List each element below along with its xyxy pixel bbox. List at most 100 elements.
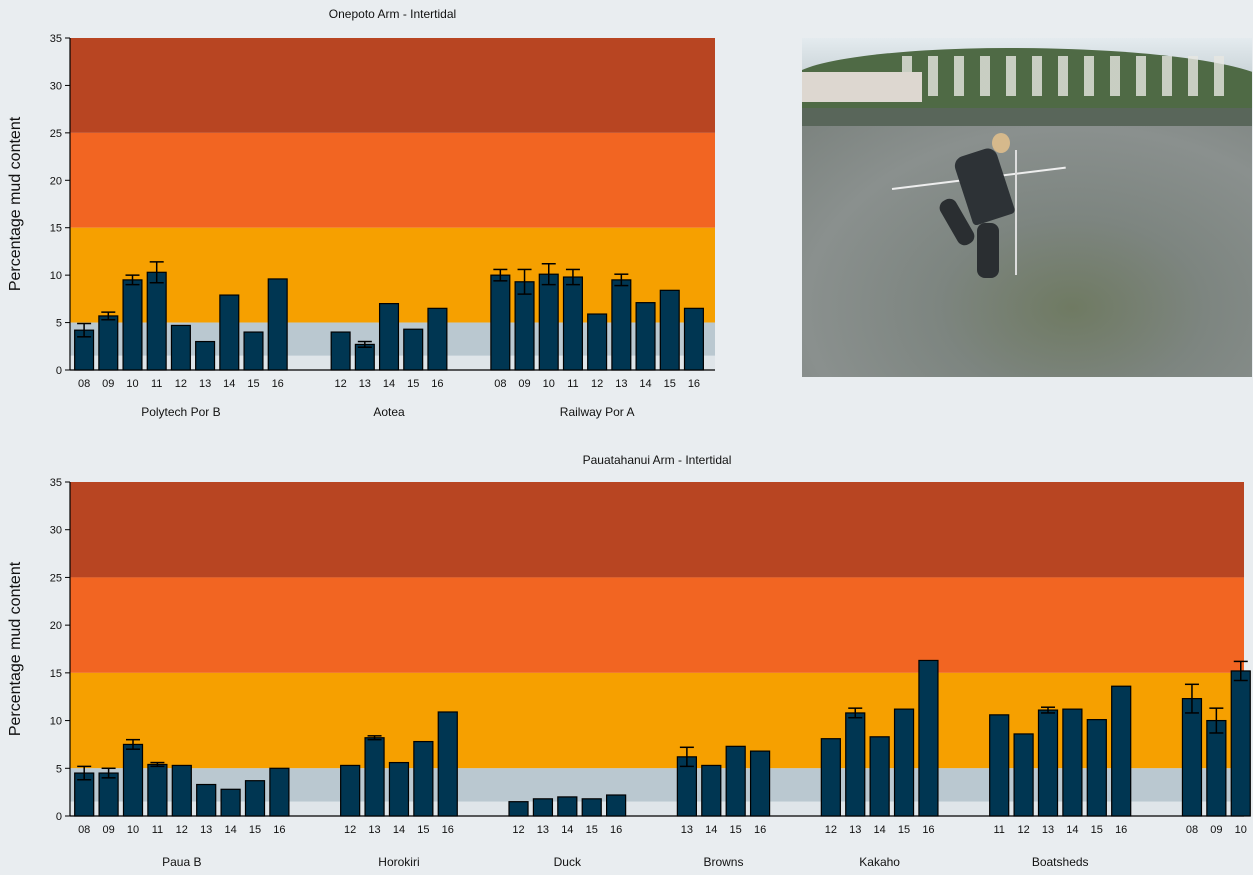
chart2-bar	[196, 783, 217, 817]
chart2-xtick-label: 10	[127, 824, 139, 836]
chart2-bar	[845, 712, 866, 817]
chart2-xtick-label: 16	[273, 824, 285, 836]
chart1-ytick-label: 15	[50, 223, 62, 235]
chart1-xtick-label: 16	[431, 378, 443, 390]
chart2-bar	[98, 772, 119, 817]
chart1-ylabel: Percentage mud content	[7, 116, 24, 291]
chart2-bar	[220, 788, 241, 817]
chart2-xtick-label: 15	[730, 824, 742, 836]
chart2-bar	[1230, 670, 1251, 817]
chart2-xtick-label: 16	[610, 824, 622, 836]
chart2-ytick-label: 35	[50, 477, 62, 489]
chart2-bar	[581, 798, 602, 817]
chart2-bar	[413, 740, 434, 817]
chart2-xtick-label: 08	[78, 824, 90, 836]
chart1-xtick-label: 09	[518, 378, 530, 390]
chart2-bar	[147, 763, 168, 817]
chart2-xtick-label: 15	[1091, 824, 1103, 836]
chart1-bar	[170, 324, 191, 371]
chart1-bar	[243, 331, 264, 371]
chart2-xtick-label: 11	[993, 824, 1004, 836]
chart2-bar	[893, 708, 915, 817]
chart2-bar	[1181, 698, 1203, 817]
chart2-ytick-label: 10	[50, 716, 62, 728]
chart2-bar	[918, 659, 939, 817]
chart1-xtick-label: 12	[175, 378, 187, 390]
chart1-bar	[490, 274, 511, 371]
chart2-xtick-label: 12	[825, 824, 837, 836]
chart2-ytick-label: 20	[50, 620, 62, 632]
chart1-bar	[538, 273, 559, 371]
chart2-title: Pauatahanui Arm - Intertidal	[583, 453, 732, 467]
chart2-xtick-label: 14	[874, 824, 886, 836]
chart2-xtick-label: 16	[754, 824, 766, 836]
chart1-xtick-label: 13	[359, 378, 371, 390]
chart1-band-1	[70, 132, 715, 228]
chart2-bar	[171, 764, 192, 817]
chart1-group-label: Aotea	[373, 405, 405, 419]
chart2-xtick-label: 09	[1210, 824, 1222, 836]
chart1-bar	[587, 313, 608, 371]
chart2-bar	[606, 794, 627, 817]
chart2-group-label: Boatsheds	[1032, 855, 1089, 869]
chart1-xtick-label: 14	[639, 378, 651, 390]
chart2-xtick-label: 12	[176, 824, 188, 836]
chart2-bar	[869, 736, 890, 817]
chart1-xtick-label: 14	[223, 378, 235, 390]
chart1-bar	[659, 289, 680, 371]
chart2-ytick-label: 15	[50, 668, 62, 680]
chart1-bar	[267, 278, 288, 371]
chart2-xtick-label: 13	[681, 824, 693, 836]
chart1-bar	[219, 294, 240, 371]
chart1-bar	[195, 340, 216, 371]
chart2-group-label: Browns	[703, 855, 743, 869]
chart1-bar	[514, 281, 535, 371]
chart2-ytick-label: 5	[56, 763, 62, 775]
chart2-xtick-label: 08	[1186, 824, 1198, 836]
chart2-xtick-label: 14	[224, 824, 236, 836]
chart1-ytick-label: 10	[50, 270, 62, 282]
chart2-xtick-label: 10	[1235, 824, 1247, 836]
chart1-ytick-label: 0	[56, 365, 62, 377]
chart1-xtick-label: 15	[407, 378, 419, 390]
chart2-xtick-label: 12	[1017, 824, 1029, 836]
chart2-bar	[364, 737, 385, 817]
chart1-ytick-label: 30	[50, 80, 62, 92]
chart1-bar	[330, 331, 351, 371]
chart2-band-1	[70, 577, 1244, 673]
chart2-xtick-label: 14	[561, 824, 573, 836]
chart2-xtick-label: 11	[152, 824, 163, 836]
chart2-bar	[820, 738, 841, 817]
chart1-bar	[146, 271, 167, 371]
chart1-bar	[562, 276, 583, 371]
chart1-xtick-label: 15	[664, 378, 676, 390]
chart2-xtick-label: 13	[849, 824, 861, 836]
chart2-bar	[508, 801, 529, 817]
chart1-xtick-label: 15	[247, 378, 259, 390]
chart2-bar	[244, 780, 266, 817]
chart2-xtick-label: 09	[102, 824, 114, 836]
chart1-xtick-label: 13	[615, 378, 627, 390]
chart2-bar	[1206, 719, 1227, 817]
chart2-xtick-label: 13	[368, 824, 380, 836]
chart2-bar	[725, 745, 746, 817]
chart2-xtick-label: 16	[442, 824, 454, 836]
chart1-title: Onepoto Arm - Intertidal	[329, 7, 456, 21]
chart1-ytick-label: 35	[50, 33, 62, 45]
chart2-xtick-label: 14	[1066, 824, 1078, 836]
chart2-group-label: Duck	[554, 855, 582, 869]
chart2-xtick-label: 14	[393, 824, 405, 836]
chart1-bar	[635, 302, 656, 371]
chart1-xtick-label: 12	[334, 378, 346, 390]
chart2-group-label: Horokiri	[378, 855, 419, 869]
chart2-bar	[749, 750, 771, 817]
chart2-bar	[1111, 685, 1132, 817]
chart2-ylabel: Percentage mud content	[7, 561, 24, 736]
chart2-bar	[1013, 733, 1034, 817]
chart2-band-0	[70, 482, 1244, 578]
chart2-ytick-label: 30	[50, 525, 62, 537]
chart2-ytick-label: 0	[56, 811, 62, 823]
chart2-bar	[1086, 719, 1107, 817]
chart2-group-label: Paua B	[162, 855, 201, 869]
